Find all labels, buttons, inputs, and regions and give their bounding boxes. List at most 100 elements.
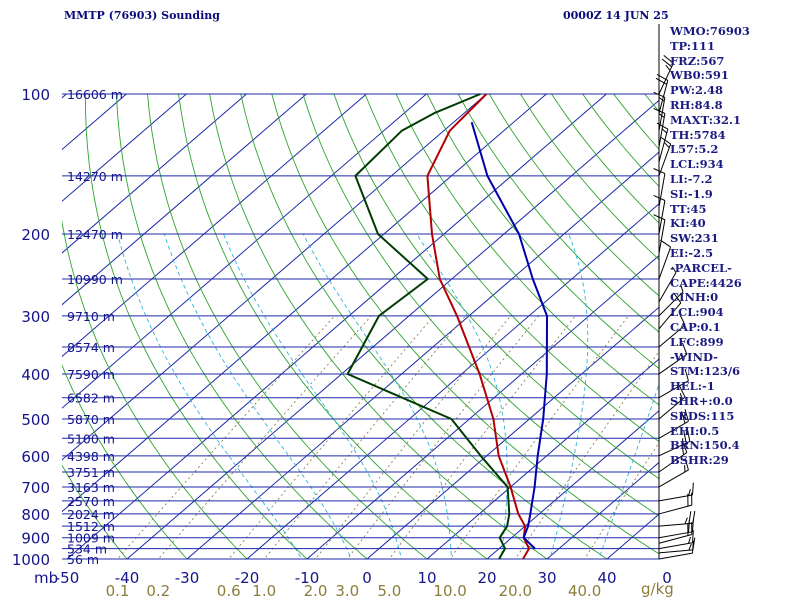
mixing-ratio-line — [388, 315, 576, 559]
height-label: 5870 m — [67, 412, 115, 427]
wind-barb-staff — [658, 549, 693, 554]
stat-line: -PARCEL- — [670, 260, 732, 275]
dry-adiabat-line — [457, 93, 659, 333]
wind-barb-staff — [658, 441, 691, 457]
wind-barb-half — [671, 266, 677, 273]
height-label: 2570 m — [67, 494, 115, 509]
wind-barb-staff — [658, 80, 669, 114]
wind-barb-full — [686, 429, 691, 442]
dry-adiabat-line — [488, 93, 659, 297]
stat-line: LCL:904 — [670, 305, 724, 320]
wind-barb-staff — [658, 324, 686, 348]
stat-line: L57:5.2 — [670, 142, 719, 157]
dry-adiabat-line — [147, 93, 428, 559]
wind-barb-full — [661, 58, 672, 68]
height-label: 5100 m — [67, 431, 115, 446]
pressure-tick-label: 400 — [21, 366, 50, 384]
pressure-tick-label: 300 — [21, 308, 50, 326]
dry-adiabat-line — [62, 364, 188, 559]
wind-barb-full — [681, 440, 688, 453]
wind-barb-staff — [658, 420, 689, 439]
wind-barb-staff — [658, 542, 693, 550]
dry-adiabat-line — [209, 93, 548, 559]
pressure-tick-label: 200 — [21, 226, 50, 244]
mixing-ratio-line — [449, 315, 629, 559]
mixing-ratio-unit-label: g/kg — [641, 580, 674, 598]
wind-barb-half — [688, 489, 691, 496]
dry-adiabat-line — [426, 93, 659, 369]
stats-panel: WMO:76903 TP:111 FRZ:567 WB0:591 PW:2.48 RH:8… — [670, 24, 798, 468]
wind-barb-full — [663, 55, 674, 64]
height-label: 6582 m — [67, 391, 115, 406]
dry-adiabat-line — [178, 93, 488, 559]
wind-barb-staff — [658, 494, 693, 502]
thermo-grid — [62, 93, 659, 559]
y-axis-unit-label: mb — [34, 569, 58, 587]
wind-barb-half — [679, 393, 683, 400]
height-label: 3163 m — [67, 480, 115, 495]
pressure-tick-label: 800 — [21, 506, 50, 524]
dry-adiabat-line — [240, 93, 608, 559]
isotherm-line — [62, 93, 487, 461]
wind-barb-staff — [658, 143, 672, 177]
isobar-lines — [62, 93, 659, 560]
wind-barb-staff — [658, 128, 669, 163]
dry-adiabat-line — [271, 93, 659, 555]
stat-line: EHI:0.5 — [670, 423, 720, 438]
height-label: 1512 m — [67, 519, 115, 534]
height-labels: 16606 m 14270 m 12470 m 10990 m 9710 m 8574 m… — [67, 87, 123, 567]
stat-line: SW:231 — [670, 231, 719, 246]
mixing-ratio-tick-label: 2.0 — [304, 582, 328, 600]
pressure-tick-label: 500 — [21, 411, 50, 429]
height-label: 12470 m — [67, 227, 123, 242]
isotherm-line — [306, 254, 659, 559]
wind-barb-staff — [658, 97, 666, 131]
stat-line: -WIND- — [670, 349, 718, 364]
wind-barb-staff — [658, 302, 682, 330]
stat-line: KI:40 — [670, 216, 706, 231]
stat-line: HEL:-1 — [670, 379, 715, 394]
wind-barb-staff — [658, 469, 689, 488]
height-label: 14270 m — [67, 169, 123, 184]
wind-barb-staff — [658, 291, 684, 317]
wind-barb-staff — [658, 173, 666, 208]
pressure-tick-label: 700 — [21, 479, 50, 497]
moist-adiabat-line — [302, 233, 452, 559]
moist-adiabat-line — [416, 233, 508, 559]
stat-line: BRN:150.4 — [670, 438, 740, 453]
stat-line: CINH:0 — [670, 290, 719, 305]
wind-barb-full — [684, 368, 689, 381]
pressure-tick-label: 600 — [21, 448, 50, 466]
stat-line: FRZ:567 — [670, 53, 725, 68]
wind-barb-half — [658, 96, 665, 102]
height-label: 7590 m — [67, 367, 115, 382]
stat-line: TP:111 — [670, 38, 716, 53]
wind-barb-half — [680, 285, 684, 292]
stat-line: LCL:934 — [670, 157, 724, 172]
stat-line: TH:5784 — [670, 127, 726, 142]
height-label: 4398 m — [67, 449, 115, 464]
stat-line: LFC:899 — [670, 334, 724, 349]
height-label: 1009 m — [67, 531, 115, 546]
wind-barb-half — [682, 448, 685, 455]
wind-barbs — [653, 55, 696, 560]
wind-barb-full — [684, 457, 689, 471]
wind-barb-staff — [658, 396, 686, 420]
wind-barb-staff — [658, 531, 693, 539]
mixing-ratio-tick-label: 20.0 — [499, 582, 532, 600]
stat-line: BSHR:29 — [670, 453, 729, 468]
mixing-ratio-tick-label: 1.0 — [252, 582, 276, 600]
stat-line: EI:-2.5 — [670, 245, 714, 260]
pressure-tick-labels: 100 200 300 400 500 600 700 800 900 1000 — [12, 86, 50, 569]
wind-barb-staff — [658, 552, 693, 560]
mixing-ratio-line — [346, 315, 539, 559]
wind-barb-staff — [658, 452, 688, 473]
temperature-tick-label: 10 — [417, 569, 436, 587]
stat-line: STM:123/6 — [670, 364, 741, 379]
wind-barb-staff — [658, 380, 689, 399]
moist-adiabat-line — [163, 233, 352, 559]
isotherm-line — [546, 461, 659, 559]
temperature-tick-label: -50 — [55, 569, 80, 587]
isotherm-line — [366, 306, 659, 559]
isotherm-line — [126, 99, 659, 559]
